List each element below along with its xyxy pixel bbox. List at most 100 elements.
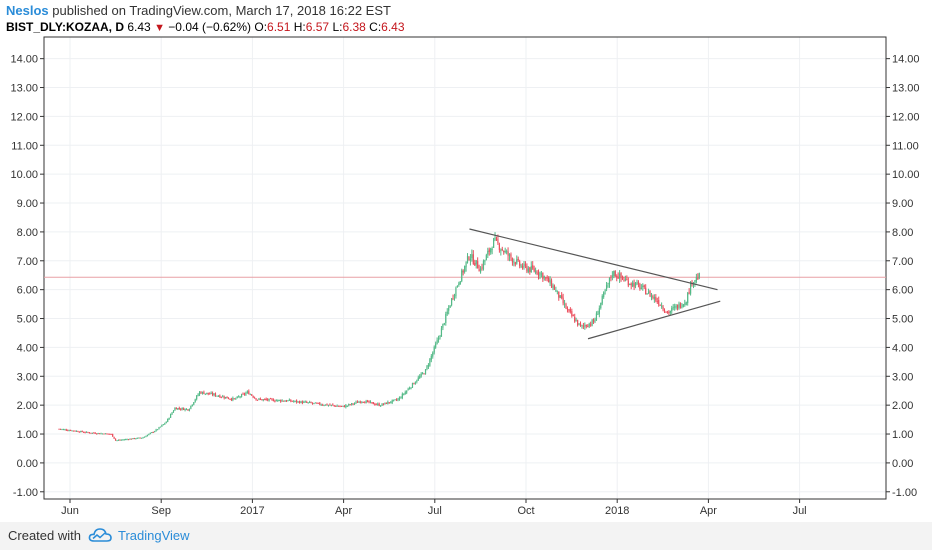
candle-body: [649, 290, 651, 297]
candle-body: [225, 396, 227, 399]
candle-body: [319, 402, 321, 405]
candle-body: [587, 326, 589, 328]
candle-body: [94, 432, 96, 434]
candle-body: [423, 373, 425, 375]
candle-body: [311, 402, 314, 404]
candle-body: [553, 285, 556, 290]
candle-body: [90, 432, 92, 434]
candle-body: [452, 298, 454, 300]
candle-body: [132, 438, 134, 440]
last-price: 6.43: [127, 20, 151, 34]
candle-body: [665, 311, 667, 313]
candle-body: [610, 277, 612, 279]
candle-body: [164, 423, 166, 425]
candle-body: [301, 401, 303, 404]
symbol-info: BIST_DLY:KOZAA, D 6.43 ▼ −0.04 (−0.62%) …: [6, 20, 405, 34]
candle-body: [70, 430, 72, 432]
y-tick-label: 7.00: [892, 256, 913, 268]
candle-body: [658, 300, 660, 305]
candle-body: [142, 437, 144, 439]
y-tick-label: 6.00: [892, 285, 913, 297]
candle-body: [68, 430, 70, 432]
candle-body: [645, 287, 647, 295]
candle-body: [330, 404, 332, 406]
candle-body: [253, 397, 256, 399]
candle-body: [511, 258, 514, 263]
candle-body: [78, 431, 80, 433]
candle-body: [307, 402, 309, 404]
candle-body: [174, 407, 176, 411]
candle-body: [316, 402, 318, 404]
candle-body: [112, 433, 114, 437]
candle-body: [552, 285, 554, 288]
candle-body: [300, 401, 302, 404]
candle-body: [238, 396, 240, 398]
candle-body: [100, 433, 102, 435]
candle-body: [695, 277, 697, 282]
candle-body: [336, 405, 338, 407]
candle-body: [261, 399, 263, 401]
candle-body: [510, 254, 512, 258]
price-chart[interactable]: 14.00 13.00 12.00 11.00 10.00 9.00 8.00 7.00 6.0…: [0, 0, 932, 522]
candle-body: [203, 391, 205, 395]
candle-body: [448, 307, 450, 311]
trendline-group[interactable]: [469, 228, 721, 340]
candle-body: [678, 303, 680, 308]
candle-body: [487, 251, 489, 255]
trendline[interactable]: [587, 300, 721, 340]
candle-body: [413, 383, 415, 385]
tradingview-link[interactable]: TradingView: [118, 528, 190, 543]
candle-body: [520, 265, 522, 267]
y-tick-label: 12.00: [892, 111, 920, 123]
candle-body: [585, 324, 587, 327]
candle-body: [77, 431, 79, 433]
candle-body: [507, 251, 509, 256]
candle-body: [611, 275, 613, 277]
x-tick-label: Jul: [428, 505, 442, 517]
plot-frame: [43, 36, 887, 500]
candle-body: [123, 439, 125, 441]
candle-body: [598, 308, 600, 314]
candle-body: [184, 408, 186, 411]
candle-body: [361, 401, 363, 403]
candle-body: [523, 263, 525, 267]
candle-body: [514, 262, 516, 265]
candle-body: [672, 307, 674, 309]
candle-body: [314, 402, 317, 404]
candle-body: [637, 281, 640, 285]
candle-body: [245, 393, 247, 395]
y-axis-left: 14.00 13.00 12.00 11.00 10.00 9.00 8.00 7.00 6.0…: [10, 54, 44, 499]
trendline[interactable]: [469, 228, 718, 291]
candle-body: [258, 398, 260, 400]
tradingview-cloud-icon[interactable]: [88, 526, 112, 544]
candle-body: [456, 286, 458, 288]
candle-body: [135, 438, 137, 440]
y-tick-label: 8.00: [892, 227, 913, 239]
candle-body: [156, 429, 159, 431]
candle-body: [306, 401, 308, 403]
y-tick-label: 2.00: [892, 400, 913, 412]
candle-body: [633, 283, 635, 288]
candle-body: [578, 323, 580, 325]
candle-body: [539, 272, 541, 277]
candle-body: [513, 261, 515, 263]
candle-body: [246, 391, 248, 393]
candle-body: [620, 272, 622, 278]
candle-body: [380, 405, 382, 407]
candle-body: [230, 398, 233, 400]
candle-body: [574, 316, 576, 322]
candle-body: [59, 428, 62, 430]
author-link[interactable]: Neslos: [6, 3, 49, 18]
candle-body: [535, 270, 537, 273]
candle-body: [368, 400, 370, 403]
candle-body: [458, 283, 460, 286]
candle-body: [387, 401, 389, 405]
candle-body: [167, 418, 169, 422]
candle-body: [353, 403, 356, 405]
candle-body: [117, 439, 120, 441]
candle-body: [143, 436, 146, 438]
candle-body: [64, 429, 66, 431]
candle-body: [161, 425, 163, 427]
candle-body: [492, 238, 495, 248]
candle-body: [72, 430, 75, 432]
